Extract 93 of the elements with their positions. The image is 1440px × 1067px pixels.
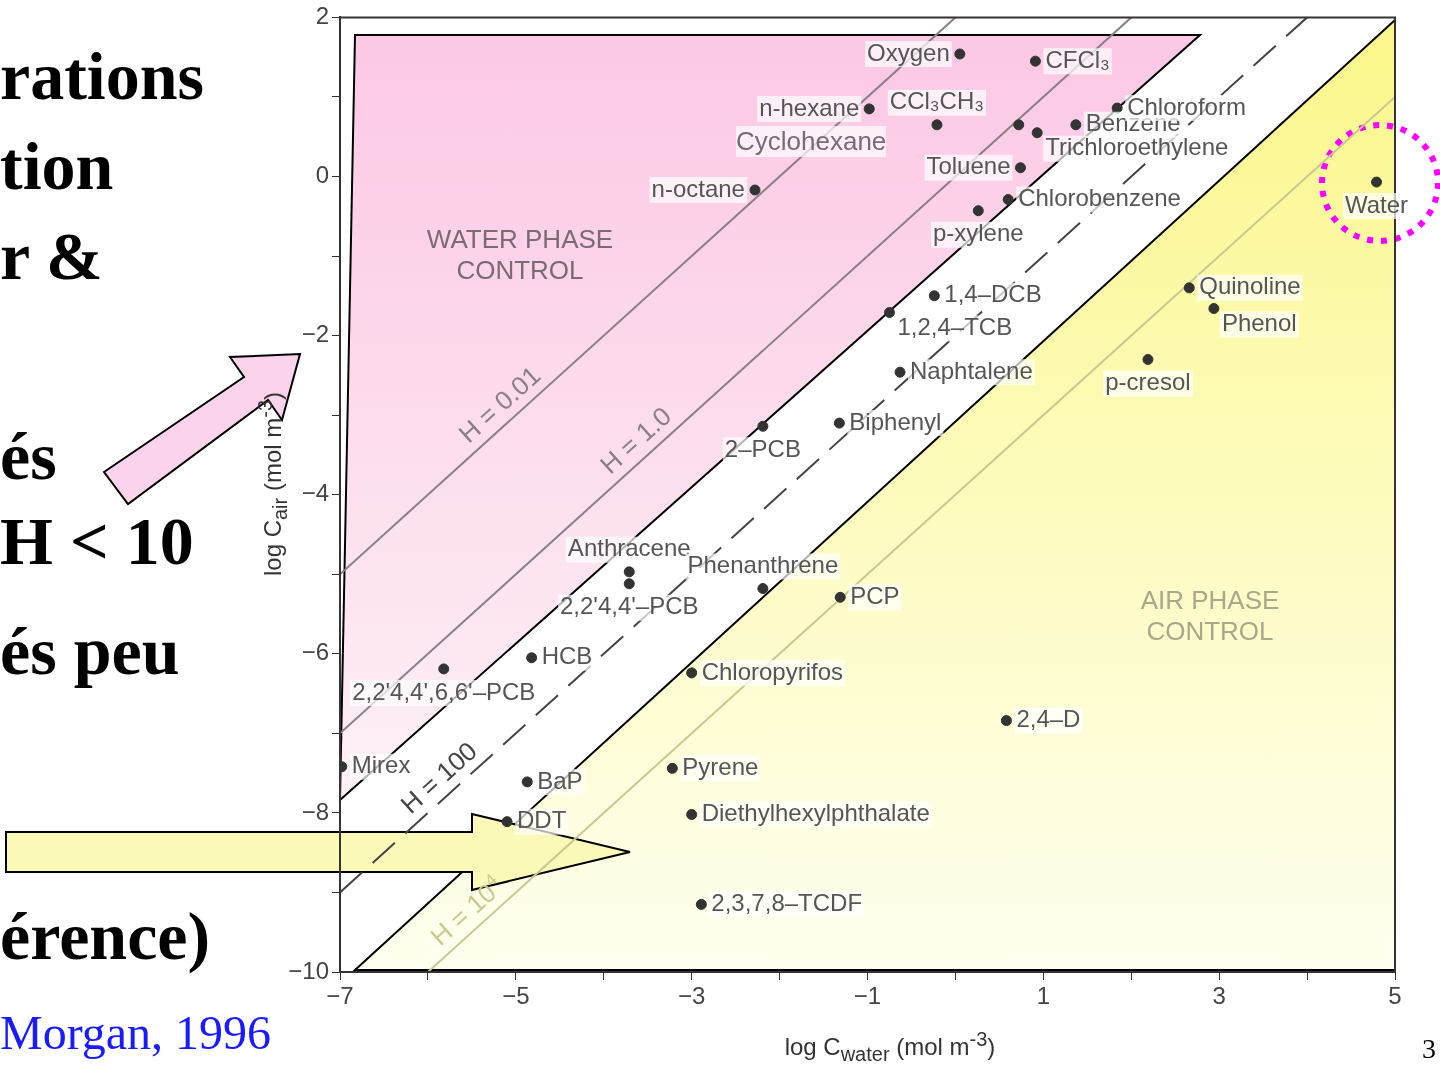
annotation: 2,2'4,4',6,6'–PCB (352, 677, 536, 705)
y-tick-label: 0 (315, 161, 329, 189)
point (623, 578, 635, 590)
point (1002, 194, 1014, 206)
point (863, 103, 875, 115)
point (686, 667, 698, 679)
annotation: n-hexane (759, 93, 860, 121)
point (666, 762, 678, 774)
text: és (0, 417, 57, 496)
annotation: n-octane (651, 174, 745, 202)
x-tick-label: −5 (502, 982, 530, 1010)
annotation: DDT (517, 806, 567, 834)
annotation: 2,2'4,4'–PCB (559, 592, 699, 620)
x-tick-label: 5 (1388, 982, 1402, 1010)
point (928, 290, 940, 302)
text: érence) (0, 897, 211, 976)
annotation: Diethylhexylphthalate (701, 799, 930, 827)
x-tick-label: −7 (326, 982, 354, 1010)
point (526, 652, 538, 664)
point (883, 307, 895, 319)
annotation: Trichloroethylene (1045, 133, 1229, 161)
annotation: Mirex (351, 751, 411, 779)
point (438, 663, 450, 675)
text: 3 (1422, 1032, 1436, 1066)
annotation: Naphtalene (910, 356, 1033, 384)
point (501, 816, 513, 828)
point (757, 583, 769, 595)
annotation: Biphenyl (849, 407, 942, 435)
point (1029, 55, 1041, 67)
annotation: Chlorobenzene (1018, 184, 1181, 212)
point (1031, 127, 1043, 139)
point (1208, 303, 1220, 315)
point (757, 420, 769, 432)
text: r & (0, 217, 103, 296)
annotation: BaP (537, 766, 583, 794)
point (749, 184, 761, 196)
y-tick-label: −2 (301, 320, 329, 348)
text: tion (0, 127, 114, 206)
annotation: Chloropyrifos (701, 657, 844, 685)
x-tick-label: −3 (677, 982, 706, 1010)
point (623, 566, 635, 578)
point (972, 205, 984, 217)
text: Morgan, 1996 (0, 1005, 272, 1061)
annotation: 2–PCB (724, 434, 801, 462)
point (695, 898, 707, 910)
annotation: Water (1344, 190, 1409, 218)
annotation: Quinoline (1199, 272, 1301, 300)
annotation: WATER PHASE CONTROL (425, 224, 615, 287)
text: és peu (0, 612, 180, 691)
y-tick-label: −6 (301, 638, 329, 666)
annotation: PCP (850, 581, 900, 609)
annotation: p-xylene (932, 219, 1024, 247)
x-axis-title: log C$_{water}$ (mol m$^{-3}$) (783, 1028, 997, 1066)
x-tick-label: 3 (1212, 982, 1226, 1010)
x-tick-label: 1 (1036, 982, 1051, 1010)
annotation: CCl₃CH₃ (889, 87, 985, 115)
point (1183, 282, 1195, 294)
point (1142, 353, 1154, 365)
text: H = 1.0 (594, 400, 677, 480)
annotation: 2,3,7,8–TCDF (711, 889, 863, 917)
text: H = 0.01 (452, 360, 547, 449)
text: H < 10 (0, 502, 194, 581)
annotation: Cyclohexane (736, 126, 887, 158)
point (1000, 715, 1012, 727)
point (1070, 119, 1082, 131)
annotation: p-cresol (1105, 368, 1191, 396)
point (686, 808, 698, 820)
point (1013, 119, 1025, 131)
annotation: 1,2,4–TCB (897, 313, 1013, 341)
annotation: 1,4–DCB (944, 280, 1042, 308)
y-tick-label: −10 (288, 956, 329, 984)
point (1111, 102, 1123, 114)
text: rations (0, 37, 204, 116)
y-tick-label: −8 (301, 797, 329, 825)
point (1014, 162, 1026, 174)
annotation: HCB (541, 642, 593, 670)
point (1371, 176, 1383, 188)
y-tick-label: −4 (301, 479, 329, 507)
annotation: 2,4–D (1016, 705, 1081, 733)
y-tick-label: 2 (315, 2, 329, 30)
annotation: Oxygen (867, 38, 950, 66)
annotation: Pyrene (682, 752, 759, 780)
point (833, 417, 845, 429)
point (521, 776, 533, 788)
point (954, 48, 966, 60)
annotation: AIR PHASE CONTROL (1139, 585, 1281, 648)
annotation: Toluene (926, 152, 1011, 180)
point (834, 591, 846, 603)
annotation: CFCl₃ (1045, 45, 1110, 73)
point (894, 366, 906, 378)
annotation: Phenol (1221, 309, 1297, 337)
point (931, 119, 943, 131)
x-tick-label: −1 (853, 982, 882, 1010)
